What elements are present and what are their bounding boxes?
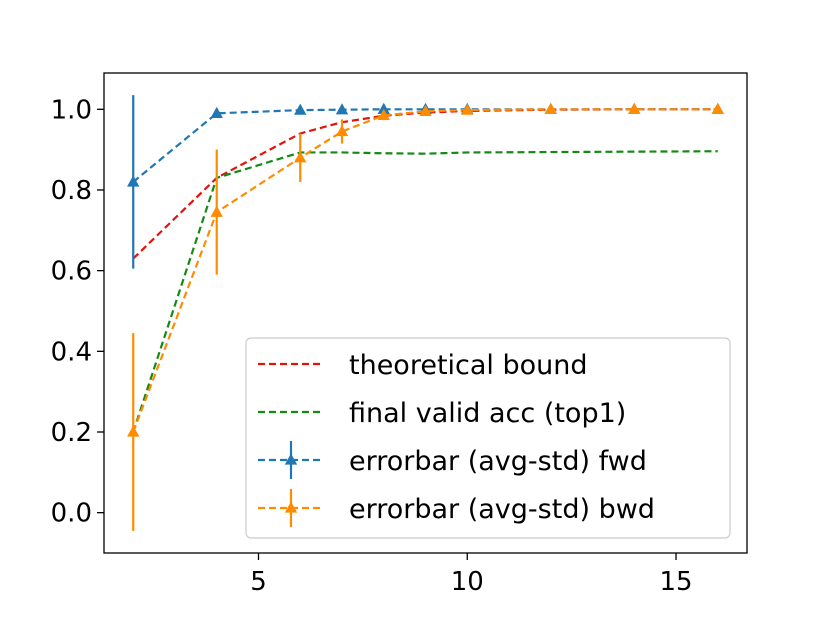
legend-item: theoretical bound — [258, 350, 588, 381]
data-point — [294, 103, 307, 115]
data-point — [419, 104, 432, 116]
legend-marker — [284, 501, 298, 513]
series-line — [132, 108, 718, 183]
data-point — [377, 102, 390, 114]
series-3 — [127, 102, 724, 531]
data-point — [628, 102, 641, 114]
y-tick-label: 0.4 — [51, 337, 92, 367]
axes-frame — [103, 72, 748, 554]
x-tick-label: 15 — [659, 567, 692, 597]
y-tick-label: 0.8 — [51, 176, 92, 206]
data-point — [461, 103, 474, 115]
axis-layer: 5 10 15 0.0 0.2 0.4 0.6 0.8 1.0 — [51, 95, 693, 597]
x-tick-label: 5 — [250, 567, 267, 597]
legend-item: errorbar (avg-std) fwd — [258, 441, 647, 479]
data-point — [294, 151, 307, 163]
data-point — [127, 175, 140, 187]
legend-label: final valid acc (top1) — [349, 398, 626, 429]
legend-label: errorbar (avg-std) fwd — [349, 446, 647, 477]
legend-item: final valid acc (top1) — [258, 398, 626, 429]
y-tick-label: 0.2 — [51, 418, 92, 448]
series-line — [132, 150, 718, 433]
series-layer — [127, 95, 724, 531]
data-point — [711, 102, 724, 114]
legend-label: errorbar (avg-std) bwd — [349, 494, 655, 525]
y-tick-label: 0.6 — [51, 257, 92, 287]
legend: theoretical bound final valid acc (top1) e… — [245, 337, 731, 539]
data-point — [544, 102, 557, 114]
y-tick-label: 1.0 — [51, 95, 92, 125]
legend-item: errorbar (avg-std) bwd — [258, 489, 655, 527]
legend-label: theoretical bound — [349, 350, 588, 381]
y-tick-label: 0.0 — [51, 499, 92, 529]
legend-marker — [284, 453, 298, 465]
series-1 — [132, 150, 718, 433]
data-point — [210, 106, 223, 119]
data-point — [335, 124, 349, 137]
data-point — [210, 205, 223, 217]
data-point — [335, 103, 349, 115]
x-tick-label: 10 — [451, 567, 484, 597]
legend-box — [245, 337, 731, 539]
data-point — [127, 425, 140, 437]
data-point — [377, 108, 390, 121]
